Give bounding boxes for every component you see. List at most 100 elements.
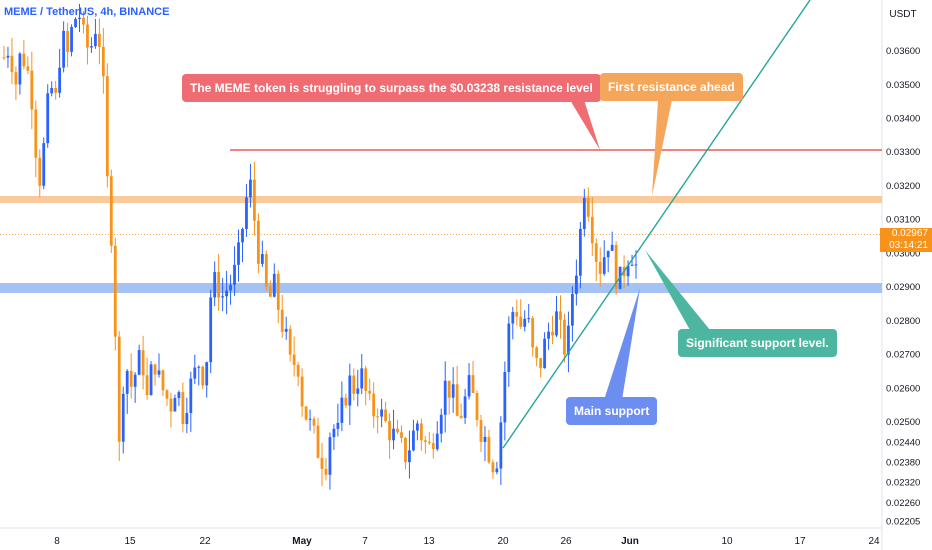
candle-up [483, 436, 487, 442]
candle-up [173, 398, 177, 412]
candle-up [467, 375, 471, 397]
price-tick-label: 0.03100 [886, 215, 920, 226]
candle-up [547, 331, 550, 339]
candle-down [376, 416, 380, 418]
candle-down [352, 375, 356, 394]
candle-up [463, 396, 467, 418]
candle-down [372, 393, 376, 417]
time-axis-label: 26 [560, 536, 572, 547]
candle-down [551, 331, 554, 336]
price-tick-label: 0.02800 [886, 316, 920, 327]
candle-up [336, 422, 340, 429]
price-tick-label: 0.03000 [886, 248, 920, 259]
candle-up [527, 318, 531, 320]
candle-up [408, 450, 411, 463]
currency-label: USDT [889, 9, 916, 20]
candle-up [626, 265, 630, 277]
candle-up [177, 392, 181, 399]
candle-up [511, 312, 515, 324]
candle-down [364, 368, 368, 391]
symbol-title: MEME / TetherUS, 4h, BINANCE [4, 6, 169, 18]
candle-down [14, 72, 18, 85]
candle-down [268, 286, 272, 297]
candle-down [563, 319, 566, 355]
price-tick-label: 0.03300 [886, 147, 920, 158]
candle-down [447, 380, 451, 398]
candle-up [499, 422, 503, 469]
candle-down [153, 364, 157, 375]
price-tick-label: 0.03500 [886, 80, 920, 91]
candle-up [439, 414, 443, 434]
candle-up [46, 93, 50, 144]
candle-down [419, 423, 423, 441]
resistance-note-pointer [570, 100, 600, 150]
candle-up [157, 370, 161, 375]
candle-up [356, 388, 360, 394]
time-axis-label: 24 [868, 536, 880, 547]
candle-down [38, 157, 42, 186]
candle-up [602, 257, 606, 274]
candle-up [225, 290, 228, 297]
candle-down [368, 390, 372, 394]
candle-down [344, 397, 348, 406]
candle-up [245, 197, 248, 229]
candle-down [594, 243, 598, 262]
candle-down [559, 311, 562, 320]
first-resistance-pointer [652, 100, 672, 196]
candle-down [201, 366, 205, 386]
candle-up [348, 375, 352, 406]
candle-down [280, 309, 284, 332]
main-support-pointer [604, 288, 640, 400]
candle-up [503, 371, 507, 423]
candle-up [205, 362, 209, 386]
candle-up [70, 27, 73, 52]
candle-down [82, 17, 85, 25]
support-zone [0, 283, 882, 293]
price-tick-label: 0.02700 [886, 350, 920, 361]
candle-down [535, 347, 539, 359]
candle-up [284, 328, 288, 332]
candle-up [197, 366, 201, 368]
candle-down [34, 109, 38, 158]
candle-up [241, 228, 244, 243]
support-level-pointer [645, 250, 710, 330]
time-axis-label: 15 [124, 536, 136, 547]
candle-down [256, 220, 260, 264]
candle-up [340, 397, 344, 423]
candle-down [475, 392, 479, 421]
candle-down [487, 436, 491, 463]
candle-down [459, 415, 463, 418]
time-axis-label: 7 [362, 536, 368, 547]
candle-up [185, 413, 189, 424]
candle-up [90, 46, 93, 48]
candle-up [308, 418, 312, 420]
main-support-callout: Main support [566, 397, 658, 425]
price-scale-ticks: 0.03600 0.03500 0.03400 0.03300 0.03200 0.031… [886, 46, 920, 527]
time-axis-label: 10 [721, 536, 733, 547]
candle-up [360, 368, 364, 389]
candle-up [606, 250, 610, 258]
candle-up [582, 198, 586, 229]
candle-down [598, 261, 602, 274]
price-tick-label: 0.03600 [886, 46, 920, 57]
candle-down [423, 440, 427, 442]
current-price-tag: 0.02967 03:14:21 [880, 228, 932, 252]
candle-down [217, 272, 221, 298]
candle-up [260, 254, 264, 264]
candle-down [312, 418, 316, 426]
candle-down [431, 443, 435, 450]
candle-down [109, 176, 113, 246]
candle-down [66, 30, 69, 52]
candle-down [145, 375, 149, 396]
candle-up [630, 264, 634, 266]
candle-up [332, 428, 336, 438]
candle-up [328, 437, 332, 475]
candle-down [2, 57, 6, 59]
candle-down [316, 425, 320, 458]
candle-down [531, 318, 535, 348]
candle-up [213, 272, 217, 298]
candle-down [539, 358, 543, 369]
time-axis-labels: 8 15 22 May 7 13 20 26 Jun 10 17 24 [54, 536, 880, 547]
candle-up [193, 367, 197, 379]
price-scale-panel[interactable] [882, 0, 932, 528]
